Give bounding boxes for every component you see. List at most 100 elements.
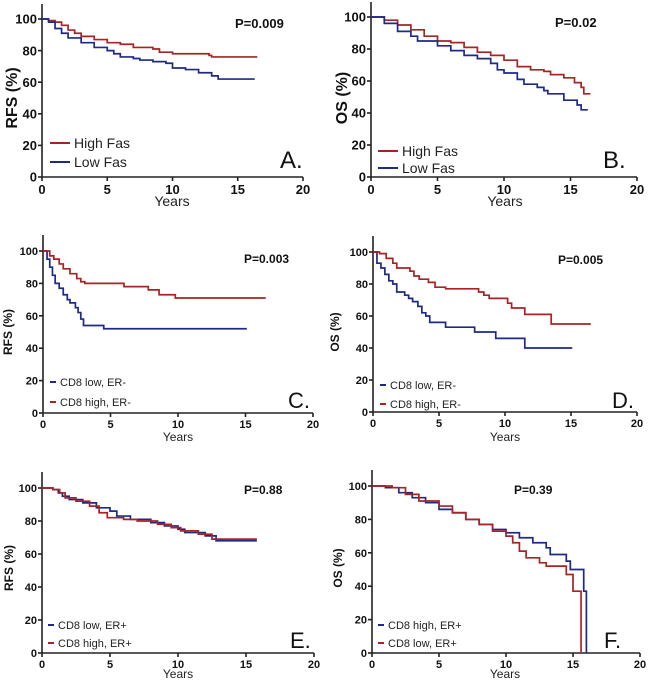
survival-curve-blue	[42, 487, 257, 542]
x-tick-label: 20	[634, 659, 646, 671]
x-tick-label: 0	[369, 659, 375, 671]
x-tick-label: 10	[172, 659, 184, 671]
y-tick-label: 60	[25, 549, 37, 561]
x-axis-label: Years	[154, 193, 189, 209]
y-tick-label: 40	[352, 106, 366, 121]
panel-f: 0 20 40 60 80 100 0 5 10 15 20 OS (%) Years CD8 high,…	[331, 470, 646, 680]
y-axis-label: OS (%)	[331, 548, 345, 587]
y-tick-label: 80	[26, 278, 38, 290]
legend-label: CD8 high, ER+	[58, 638, 132, 650]
panel-letter: C.	[288, 388, 310, 413]
y-tick-label: 0	[361, 648, 367, 660]
survival-curve-red	[373, 251, 591, 325]
x-axis-label: Years	[490, 667, 520, 680]
x-tick-label: 0	[40, 419, 46, 431]
survival-curve-blue	[373, 251, 573, 349]
x-tick-label: 15	[231, 182, 245, 197]
y-tick-label: 40	[26, 343, 38, 355]
legend-label: CD8 high, ER-	[390, 399, 461, 411]
y-axis-label: RFS (%)	[2, 545, 16, 591]
survival-curve-blue	[371, 16, 588, 111]
survival-curve-blue	[43, 250, 247, 330]
x-tick-label: 10	[499, 418, 511, 430]
y-tick-label: 60	[26, 311, 38, 323]
survival-curve-red	[371, 16, 591, 95]
y-axis-label: RFS (%)	[1, 309, 15, 355]
y-tick-label: 80	[356, 279, 368, 291]
y-tick-label: 20	[355, 615, 367, 627]
legend-label: CD8 low, ER+	[58, 620, 127, 632]
survival-curve-red	[42, 487, 257, 540]
x-tick-label: 10	[497, 182, 511, 197]
x-axis-label: Years	[487, 193, 522, 209]
y-tick-label: 80	[23, 43, 37, 58]
x-axis-label: Years	[163, 430, 193, 444]
x-tick-label: 20	[307, 419, 319, 431]
y-axis-label: OS (%)	[328, 312, 342, 351]
y-tick-label: 80	[355, 514, 367, 526]
x-tick-label: 15	[240, 659, 252, 671]
x-tick-label: 5	[107, 659, 113, 671]
p-value-label: P=0.003	[244, 252, 289, 266]
x-tick-label: 20	[296, 182, 310, 197]
y-axis-label: OS (%)	[334, 72, 351, 124]
survival-curve-red	[43, 250, 266, 299]
legend-label: CD8 low, ER-	[60, 377, 126, 389]
y-tick-label: 20	[352, 138, 366, 153]
x-tick-label: 5	[436, 659, 442, 671]
x-tick-label: 10	[172, 419, 184, 431]
y-tick-label: 60	[352, 74, 366, 89]
x-tick-label: 5	[107, 419, 113, 431]
legend-label: CD8 high, ER-	[60, 397, 131, 409]
y-tick-label: 0	[359, 170, 366, 185]
p-value-label: P=0.009	[235, 16, 284, 31]
y-tick-label: 60	[355, 548, 367, 560]
legend-label: CD8 low, ER-	[390, 380, 456, 392]
y-tick-label: 20	[26, 376, 38, 388]
x-tick-label: 15	[563, 182, 577, 197]
y-tick-label: 0	[30, 170, 37, 185]
y-tick-label: 40	[23, 106, 37, 121]
y-tick-label: 20	[23, 138, 37, 153]
x-tick-label: 0	[370, 418, 376, 430]
y-tick-label: 60	[23, 75, 37, 90]
x-tick-label: 5	[436, 418, 442, 430]
y-tick-label: 40	[356, 343, 368, 355]
y-tick-label: 40	[355, 581, 367, 593]
y-tick-label: 100	[349, 481, 367, 493]
legend-label: High Fas	[402, 143, 458, 159]
x-tick-label: 15	[567, 659, 579, 671]
p-value-label: P=0.88	[244, 483, 283, 497]
x-tick-label: 15	[239, 419, 251, 431]
y-tick-label: 100	[19, 483, 37, 495]
x-tick-label: 15	[565, 418, 577, 430]
survival-curve-red	[42, 18, 258, 58]
x-tick-label: 5	[104, 182, 111, 197]
y-tick-label: 0	[362, 407, 368, 419]
panel-d: 0 20 40 60 80 100 0 5 10 15 20 OS (%) Years CD8 low, …	[328, 236, 643, 444]
y-tick-label: 100	[344, 10, 366, 25]
y-tick-label: 100	[20, 246, 38, 258]
survival-curve-red	[372, 485, 582, 653]
panel-letter: B.	[603, 147, 626, 174]
legend-label: Low Fas	[402, 160, 455, 176]
y-tick-label: 0	[31, 648, 37, 660]
survival-curve-blue	[42, 18, 255, 80]
x-tick-label: 0	[367, 182, 374, 197]
x-tick-label: 5	[434, 182, 441, 197]
y-tick-label: 0	[32, 408, 38, 420]
y-tick-label: 40	[25, 582, 37, 594]
y-tick-label: 100	[350, 247, 368, 259]
panel-letter: A.	[280, 147, 303, 174]
legend-label: Low Fas	[74, 154, 127, 170]
x-axis-label: Years	[163, 667, 193, 680]
p-value-label: P=0.005	[558, 253, 603, 267]
y-tick-label: 60	[356, 311, 368, 323]
x-tick-label: 10	[500, 659, 512, 671]
x-tick-label: 20	[630, 182, 644, 197]
p-value-label: P=0.02	[555, 15, 597, 30]
panel-letter: F.	[604, 628, 621, 653]
